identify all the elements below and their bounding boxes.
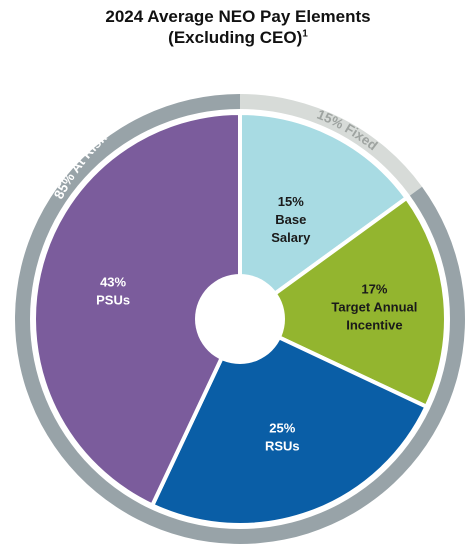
slice-name-base-salary: Salary — [271, 230, 311, 245]
slice-label-rsus: 25% RSUs — [265, 421, 300, 454]
slice-percent-psus: 43% — [100, 275, 126, 290]
slice-name-psus: PSUs — [96, 293, 130, 308]
slice-base-salary — [238, 111, 409, 321]
chart-title-line1: 2024 Average NEO Pay Elements — [105, 7, 371, 26]
slice-name-base-salary: Base — [275, 212, 306, 227]
chart-title-line2-text: (Excluding CEO) — [168, 28, 303, 47]
slice-target-annual-incentive — [238, 195, 448, 409]
chart-title-line2: (Excluding CEO)1 — [0, 27, 476, 48]
chart-title: 2024 Average NEO Pay Elements (Excluding… — [0, 6, 476, 48]
slice-name-target-annual-incentive: Target Annual — [331, 299, 417, 314]
slice-psus — [32, 111, 242, 508]
slice-rsus — [150, 317, 429, 527]
slice-labels: 15% Base Salary 17% Target Annual Incentive 25… — [96, 194, 417, 453]
slice-percent-target-annual-incentive: 17% — [361, 281, 387, 296]
slice-label-base-salary: 15% Base Salary — [271, 194, 311, 245]
slice-name-rsus: RSUs — [265, 439, 300, 454]
slice-percent-base-salary: 15% — [278, 194, 304, 209]
pie-slices — [32, 111, 448, 527]
slice-percent-rsus: 25% — [269, 421, 295, 436]
center-hole — [195, 274, 285, 364]
slice-label-psus: 43% PSUs — [96, 275, 130, 308]
slice-label-target-annual-incentive: 17% Target Annual Incentive — [331, 281, 417, 332]
chart-title-footnote: 1 — [302, 28, 308, 40]
slice-name-target-annual-incentive: Incentive — [346, 317, 402, 332]
